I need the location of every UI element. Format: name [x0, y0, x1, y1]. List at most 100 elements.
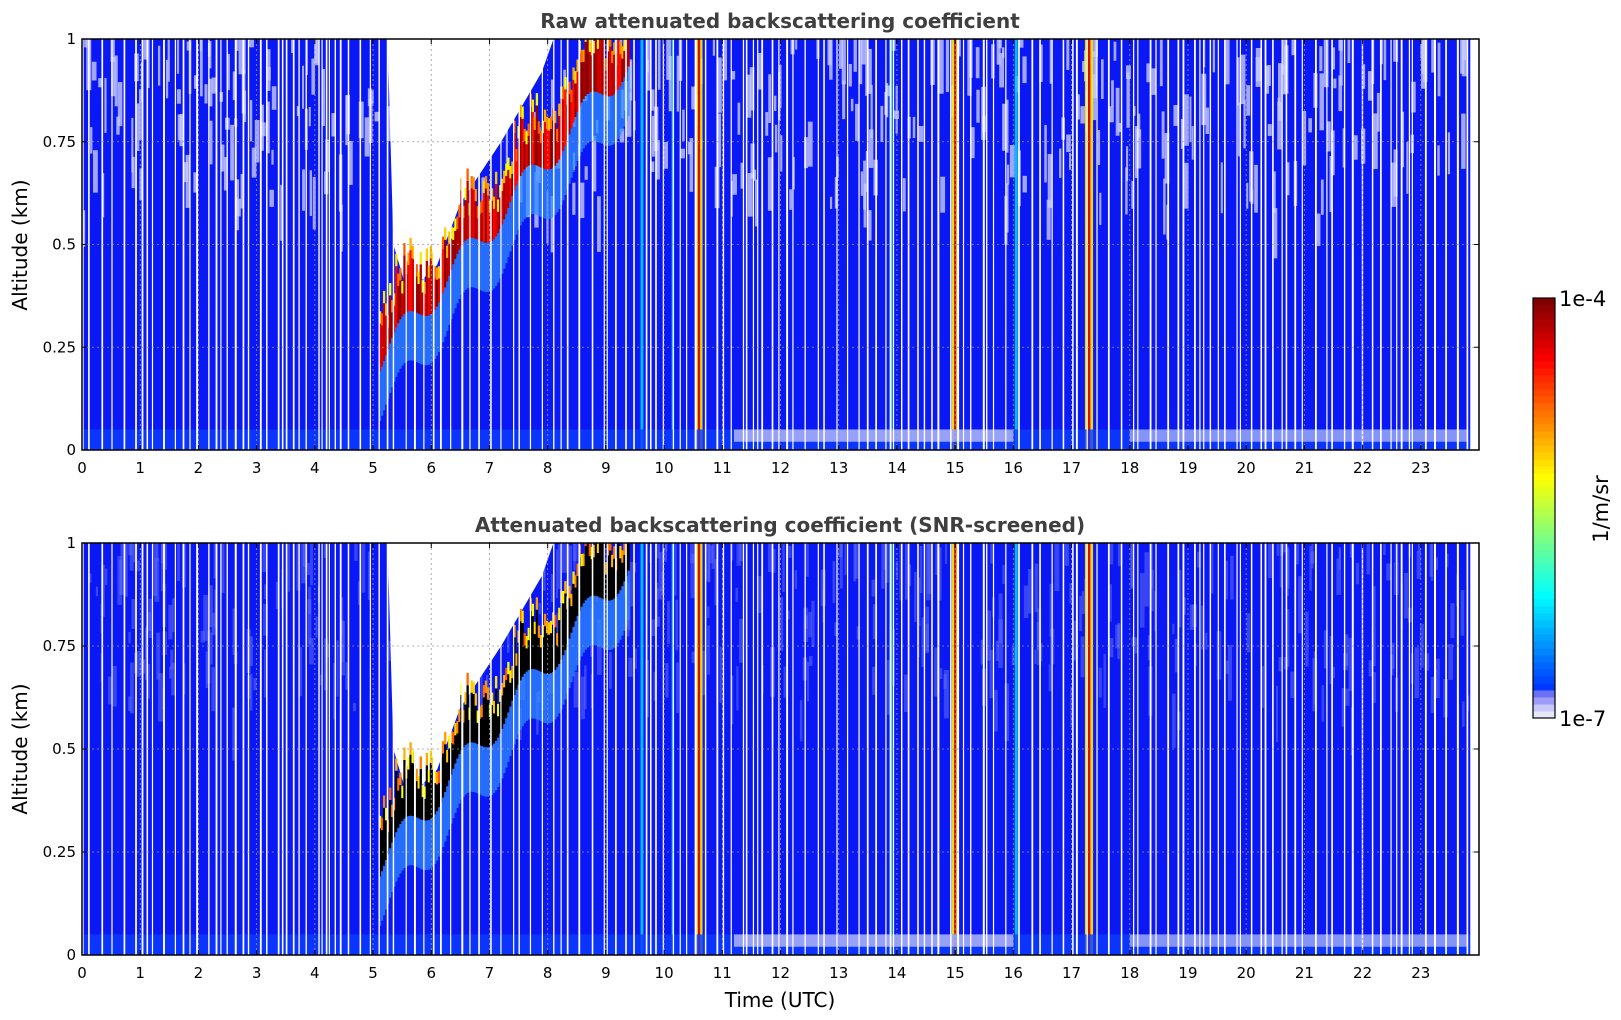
noise-streak	[1354, 135, 1358, 160]
plume-below-cell	[380, 871, 384, 921]
plume-below-cell	[523, 169, 526, 219]
noise-streak	[1448, 644, 1454, 680]
colorbar-step	[1533, 508, 1555, 516]
noise-streak	[312, 176, 316, 230]
noise-streak	[271, 149, 274, 165]
noise-streak	[1117, 123, 1122, 133]
plume-edge-cell	[533, 621, 537, 635]
data-gap-column	[1408, 543, 1411, 955]
noise-streak	[975, 47, 980, 79]
noise-streak	[714, 559, 717, 606]
noise-streak	[1383, 543, 1386, 555]
plume-cell	[433, 278, 437, 310]
plume-below-cell	[442, 292, 445, 343]
colorbar-step	[1533, 494, 1555, 502]
plume-below-cell	[448, 275, 451, 326]
noise-streak	[131, 598, 135, 629]
plume-cell	[446, 257, 449, 282]
data-gap-column	[478, 39, 480, 450]
plume-edge-cell	[588, 39, 592, 52]
noise-streak	[1275, 685, 1279, 743]
noise-streak	[1005, 99, 1009, 153]
data-gap-column	[305, 39, 307, 450]
noise-streak	[914, 572, 917, 623]
cloud-column-halo	[640, 39, 644, 450]
y-tick-label: 0.5	[52, 236, 76, 254]
plume-cell	[464, 200, 467, 241]
noise-streak	[970, 127, 975, 159]
plume-below-cell	[543, 169, 547, 219]
plume-edge-cell	[389, 283, 392, 296]
colorbar-step	[1533, 424, 1555, 432]
plume-cell	[594, 543, 598, 596]
plume-below-cell	[450, 269, 453, 320]
plume-cell	[503, 183, 506, 220]
plume-below-cell	[609, 600, 612, 650]
data-gap-column	[339, 543, 342, 955]
data-gap-column	[413, 543, 416, 955]
plume-cell	[525, 648, 528, 672]
noise-streak	[232, 707, 236, 761]
plume-below-cell	[488, 746, 492, 797]
data-gap-column	[1209, 39, 1212, 450]
plume-below-cell	[523, 673, 526, 724]
noise-streak	[738, 618, 744, 663]
x-tick-label: 0	[77, 459, 87, 477]
data-gap-column	[578, 39, 581, 450]
noise-streak	[940, 176, 946, 213]
data-gap-column	[490, 543, 492, 955]
plume-cell	[501, 191, 504, 225]
noise-streak	[1320, 179, 1324, 215]
x-tick-label: 5	[368, 459, 378, 477]
plume-below-cell	[515, 689, 518, 740]
plume-edge-cell	[533, 117, 537, 130]
noise-streak	[296, 543, 301, 591]
plume-cell	[605, 574, 608, 601]
noise-streak	[265, 101, 270, 154]
noise-streak	[354, 543, 358, 561]
noise-streak	[117, 555, 122, 606]
noise-streak	[110, 39, 115, 62]
noise-streak	[314, 39, 318, 63]
plume-cell	[448, 243, 451, 276]
plume-cell	[497, 211, 500, 234]
noise-streak	[1173, 105, 1178, 126]
noise-streak	[782, 543, 785, 592]
plume-below-cell	[574, 117, 577, 167]
noise-streak	[653, 671, 657, 701]
plume-cell	[572, 79, 575, 123]
noise-streak	[1305, 611, 1309, 667]
data-gap-column	[1149, 543, 1152, 955]
colorbar-min-label: 1e-7	[1559, 707, 1606, 731]
noise-streak	[1115, 624, 1121, 649]
data-gap-column	[1294, 543, 1297, 955]
plume-edge-cell	[458, 709, 461, 722]
plume-edge-cell	[539, 130, 543, 144]
plume-edge-cell	[480, 200, 484, 213]
plume-below-cell	[429, 314, 433, 364]
plume-below-cell	[384, 355, 388, 405]
data-gap-column	[234, 543, 237, 955]
plume-below-cell	[456, 758, 459, 808]
x-tick-label: 14	[887, 459, 906, 477]
data-gap-column	[405, 543, 407, 955]
noise-streak	[1002, 564, 1005, 585]
noise-streak	[573, 672, 579, 708]
noise-streak	[1393, 39, 1399, 62]
noise-streak	[1321, 685, 1325, 722]
noise-streak	[749, 67, 755, 111]
plume-below-cell	[592, 595, 596, 646]
noise-streak	[208, 78, 213, 107]
noise-streak	[967, 39, 972, 96]
noise-streak	[1461, 113, 1466, 169]
plume-edge-cell	[523, 633, 526, 646]
noise-streak	[806, 661, 810, 702]
plume-cell	[494, 688, 498, 741]
noise-streak	[1130, 543, 1135, 588]
noise-streak	[1345, 688, 1350, 706]
plume-below-cell	[452, 264, 455, 314]
panel-raw: Raw attenuated backscattering coefficien…	[8, 9, 1480, 477]
noise-streak	[1355, 562, 1360, 585]
noise-streak	[665, 663, 669, 698]
data-gap-column	[1434, 39, 1437, 450]
